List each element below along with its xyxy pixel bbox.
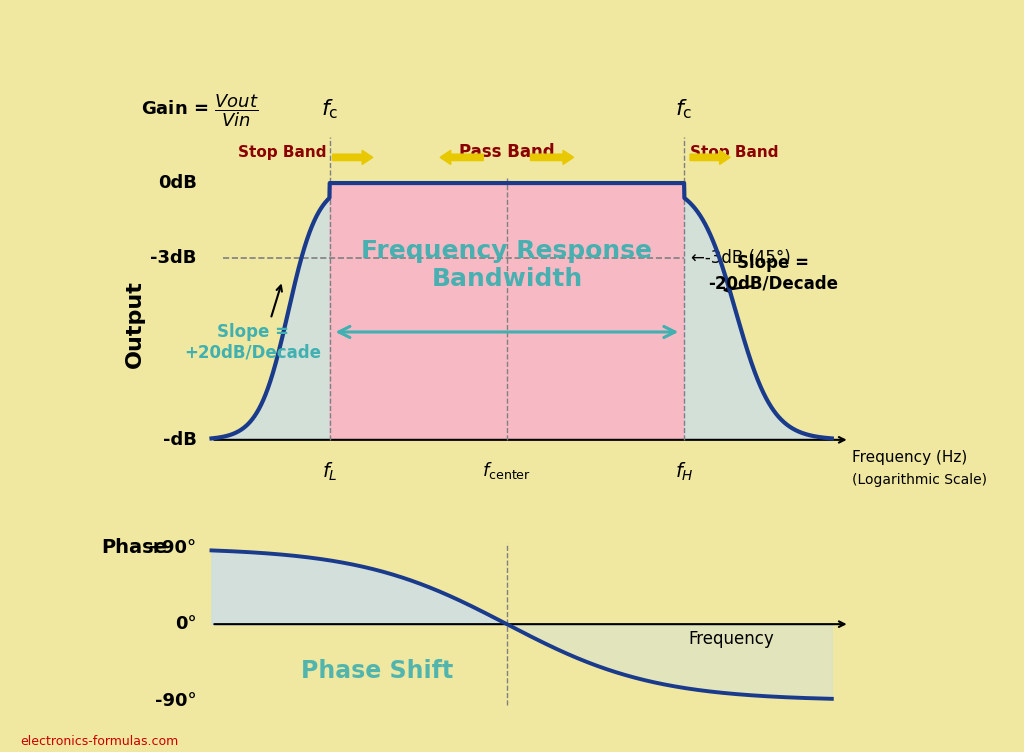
Text: Frequency (Hz): Frequency (Hz)	[852, 450, 968, 465]
Text: Phase: Phase	[101, 538, 168, 557]
Text: (Logarithmic Scale): (Logarithmic Scale)	[852, 473, 987, 487]
Text: Pass Band: Pass Band	[459, 143, 555, 161]
Text: Frequency: Frequency	[688, 630, 774, 648]
Text: Slope =
+20dB/Decade: Slope = +20dB/Decade	[184, 323, 322, 362]
Text: $f_{\mathsf{center}}$: $f_{\mathsf{center}}$	[482, 460, 531, 481]
Text: $f_H$: $f_H$	[675, 460, 693, 483]
Text: 0°: 0°	[175, 615, 197, 633]
Text: -90°: -90°	[155, 692, 197, 710]
Text: -dB: -dB	[163, 431, 197, 449]
Text: Stop Band: Stop Band	[239, 144, 327, 159]
FancyArrow shape	[690, 150, 730, 165]
Text: Slope =
-20dB/Decade: Slope = -20dB/Decade	[708, 253, 838, 293]
Text: Output: Output	[125, 280, 144, 368]
Text: $f_{\mathsf{c}}$: $f_{\mathsf{c}}$	[676, 98, 693, 121]
Text: electronics-formulas.com: electronics-formulas.com	[20, 735, 179, 748]
Text: ←-3dB (45°): ←-3dB (45°)	[691, 249, 791, 267]
FancyArrow shape	[333, 150, 373, 165]
Text: Frequency Response
Bandwidth: Frequency Response Bandwidth	[361, 239, 652, 291]
Text: Gain = $\dfrac{Vout}{Vin}$: Gain = $\dfrac{Vout}{Vin}$	[140, 92, 258, 129]
FancyArrow shape	[530, 150, 573, 165]
Text: $f_L$: $f_L$	[322, 460, 338, 483]
Text: 0dB: 0dB	[158, 174, 197, 192]
Text: $f_{\mathsf{c}}$: $f_{\mathsf{c}}$	[321, 98, 338, 121]
Text: +90°: +90°	[147, 538, 197, 556]
Text: Stop Band: Stop Band	[690, 144, 778, 159]
FancyArrow shape	[440, 150, 483, 165]
Text: Phase Shift: Phase Shift	[301, 659, 453, 683]
Text: -3dB: -3dB	[151, 249, 197, 267]
